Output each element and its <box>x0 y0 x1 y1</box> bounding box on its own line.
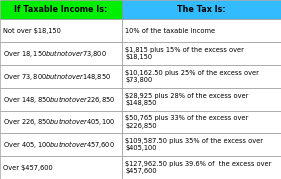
Bar <box>122 0 281 19</box>
Text: $10,162.50 plus 25% of the excess over
$73,800: $10,162.50 plus 25% of the excess over $… <box>125 70 259 83</box>
Bar <box>122 133 281 156</box>
Text: Over $226,850 but not over $405,100: Over $226,850 but not over $405,100 <box>3 117 115 127</box>
Text: Over $18,150 but not over $73,800: Over $18,150 but not over $73,800 <box>3 48 107 59</box>
Bar <box>122 42 281 65</box>
Text: Not over $18,150: Not over $18,150 <box>3 28 61 34</box>
Bar <box>0 65 122 88</box>
Text: Over $73,800 but not over $148,850: Over $73,800 but not over $148,850 <box>3 71 111 82</box>
Text: The Tax Is:: The Tax Is: <box>177 5 226 14</box>
Text: If Taxable Income Is:: If Taxable Income Is: <box>15 5 108 14</box>
Text: Over $405,100 but not over $457,600: Over $405,100 but not over $457,600 <box>3 139 115 150</box>
Text: $28,925 plus 28% of the excess over
$148,850: $28,925 plus 28% of the excess over $148… <box>125 93 248 106</box>
Text: $109,587.50 plus 35% of the excess over
$405,100: $109,587.50 plus 35% of the excess over … <box>125 138 263 151</box>
Text: 10% of the taxable income: 10% of the taxable income <box>125 28 215 34</box>
Text: Over $457,600: Over $457,600 <box>3 165 53 171</box>
Bar <box>0 42 122 65</box>
Bar <box>122 156 281 179</box>
Bar <box>0 111 122 133</box>
Bar <box>0 88 122 111</box>
Bar <box>122 111 281 133</box>
Bar <box>0 133 122 156</box>
Bar <box>122 88 281 111</box>
Text: $127,962.50 plus 39.6% of  the excess over
$457,600: $127,962.50 plus 39.6% of the excess ove… <box>125 161 271 174</box>
Bar <box>122 65 281 88</box>
Bar <box>0 156 122 179</box>
Bar <box>0 0 122 19</box>
Text: $1,815 plus 15% of the excess over
$18,150: $1,815 plus 15% of the excess over $18,1… <box>125 47 244 60</box>
Text: Over $148,850 but not over $226,850: Over $148,850 but not over $226,850 <box>3 94 115 105</box>
Bar <box>0 19 122 42</box>
Bar <box>122 19 281 42</box>
Text: $50,765 plus 33% of the excess over
$226,850: $50,765 plus 33% of the excess over $226… <box>125 115 248 129</box>
